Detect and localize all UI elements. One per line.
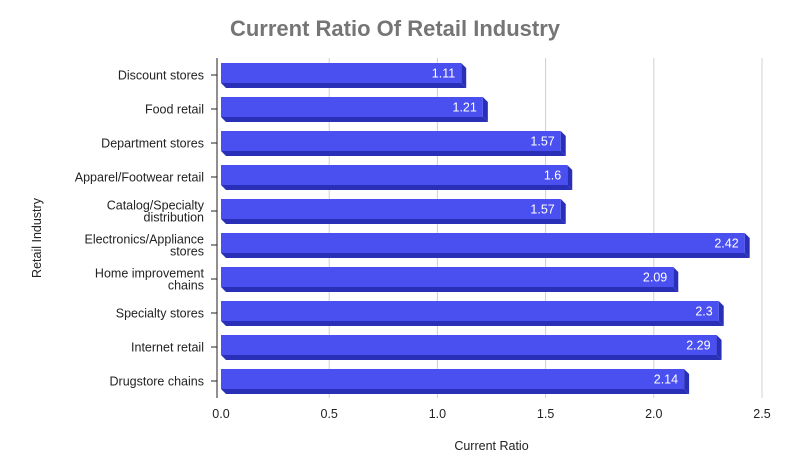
category-label-line: Drugstore chains bbox=[110, 375, 205, 389]
bar-value-label: 2.14 bbox=[654, 373, 678, 387]
bar-value-label: 2.29 bbox=[686, 339, 710, 353]
category-label: Apparel/Footwear retail bbox=[75, 171, 204, 185]
bar-group: 2.3 bbox=[221, 301, 724, 326]
y-axis-title: Retail Industry bbox=[30, 197, 44, 278]
category-label-line: Discount stores bbox=[118, 69, 204, 83]
bar-depth-side bbox=[560, 131, 566, 156]
bar-value-label: 1.11 bbox=[432, 67, 455, 81]
bar-group: 2.42 bbox=[221, 233, 750, 258]
x-tick-label: 2.0 bbox=[645, 407, 662, 421]
bar bbox=[221, 335, 717, 355]
category-label: Food retail bbox=[145, 103, 204, 117]
bar-depth-bottom bbox=[221, 117, 488, 122]
category-label-line: Food retail bbox=[145, 103, 204, 117]
bar-depth-side bbox=[567, 165, 573, 190]
category-label-line: distribution bbox=[144, 211, 204, 225]
category-label-line: Catalog/Specialty bbox=[107, 199, 205, 213]
bar-group: 1.6 bbox=[221, 165, 573, 190]
bar-depth-bottom bbox=[221, 151, 566, 156]
bar-group: 2.09 bbox=[221, 267, 679, 292]
bar-depth-bottom bbox=[221, 253, 750, 258]
bar-depth-side bbox=[673, 267, 679, 292]
x-tick-labels: 0.0 0.5 1.0 1.5 2.0 2.5 bbox=[212, 407, 770, 421]
bar-depth-bottom bbox=[221, 389, 690, 394]
category-label-line: Electronics/Appliance bbox=[84, 233, 204, 247]
bar bbox=[221, 199, 561, 219]
bar-depth-side bbox=[716, 335, 722, 360]
bar bbox=[221, 63, 462, 83]
bar-depth-bottom bbox=[221, 83, 467, 88]
bar-value-label: 2.3 bbox=[695, 305, 712, 319]
bar-depth-bottom bbox=[221, 219, 566, 224]
x-tick-label: 0.0 bbox=[212, 407, 229, 421]
category-label: Home improvement chains bbox=[95, 267, 205, 293]
bar-depth-side bbox=[560, 199, 566, 224]
bar bbox=[221, 165, 568, 185]
category-label: Catalog/Specialty distribution bbox=[107, 199, 205, 225]
category-label: Discount stores bbox=[118, 69, 204, 83]
bar-depth-bottom bbox=[221, 185, 573, 190]
bar-group: 2.29 bbox=[221, 335, 722, 360]
x-tick-label: 0.5 bbox=[321, 407, 338, 421]
bar-value-label: 1.21 bbox=[453, 101, 477, 115]
bar-value-label: 2.42 bbox=[714, 237, 738, 251]
bar-depth-side bbox=[684, 369, 690, 394]
bar bbox=[221, 97, 483, 117]
bar-group: 1.11 bbox=[221, 63, 467, 88]
x-tick-label: 2.5 bbox=[753, 407, 770, 421]
bar bbox=[221, 267, 674, 287]
category-label-line: Specialty stores bbox=[116, 307, 204, 321]
bar-group: 1.57 bbox=[221, 199, 566, 224]
category-label: Internet retail bbox=[131, 341, 204, 355]
x-axis-title: Current Ratio bbox=[454, 439, 528, 453]
chart-title: Current Ratio Of Retail Industry bbox=[229, 16, 561, 41]
category-label-line: Internet retail bbox=[131, 341, 204, 355]
bar-depth-side bbox=[461, 63, 467, 88]
category-label-line: Home improvement bbox=[95, 267, 205, 281]
bar bbox=[221, 301, 719, 321]
bar-group: 1.21 bbox=[221, 97, 488, 122]
bar bbox=[221, 233, 745, 253]
x-tick-label: 1.5 bbox=[537, 407, 554, 421]
bar bbox=[221, 369, 685, 389]
x-tick-label: 1.0 bbox=[429, 407, 446, 421]
category-label: Electronics/Appliance stores bbox=[84, 233, 204, 259]
bars: 1.11 1.21 1.57 1.6 1.57 2.42 2.09 2.3 2.29 2.14 bbox=[221, 63, 750, 394]
category-labels: Discount stores Food retail Department sto… bbox=[75, 69, 217, 389]
bar-depth-side bbox=[482, 97, 488, 122]
bar-depth-side bbox=[744, 233, 750, 258]
bar-group: 2.14 bbox=[221, 369, 690, 394]
bar-value-label: 2.09 bbox=[643, 271, 667, 285]
bar bbox=[221, 131, 561, 151]
bar-value-label: 1.57 bbox=[530, 135, 554, 149]
bar-value-label: 1.57 bbox=[530, 203, 554, 217]
category-label-line: Department stores bbox=[101, 137, 204, 151]
bar-depth-bottom bbox=[221, 355, 722, 360]
category-label-line: Apparel/Footwear retail bbox=[75, 171, 204, 185]
bar-group: 1.57 bbox=[221, 131, 566, 156]
bar-depth-side bbox=[718, 301, 724, 326]
category-label-line: stores bbox=[170, 245, 204, 259]
category-label-line: chains bbox=[168, 279, 204, 293]
category-label: Drugstore chains bbox=[110, 375, 205, 389]
bar-depth-bottom bbox=[221, 321, 724, 326]
bar-depth-bottom bbox=[221, 287, 679, 292]
bar-value-label: 1.6 bbox=[544, 169, 561, 183]
category-label: Specialty stores bbox=[116, 307, 204, 321]
category-label: Department stores bbox=[101, 137, 204, 151]
